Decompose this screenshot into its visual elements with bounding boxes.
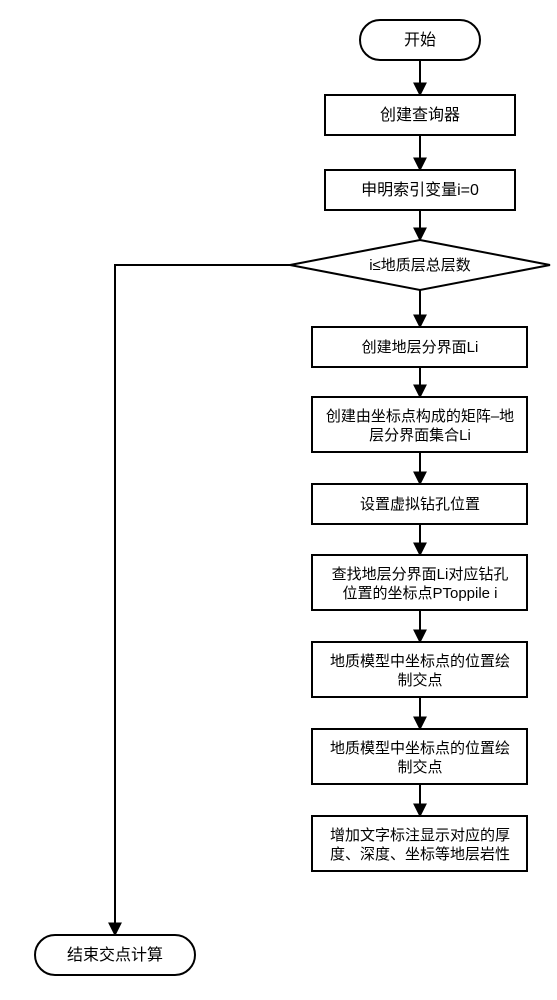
node-end: 结束交点计算 <box>35 935 195 975</box>
start-label: 开始 <box>404 31 436 49</box>
node-declare-i: 申明索引变量i=0 <box>325 170 515 210</box>
node-find-point: 查找地层分界面Li对应钻孔 位置的坐标点PToppile i <box>312 555 527 610</box>
draw2-label-2: 制交点 <box>397 758 442 776</box>
draw1-label-1: 地质模型中坐标点的位置绘 <box>330 653 510 670</box>
annotate-label-2: 度、深度、坐标等地层岩性 <box>330 845 510 863</box>
node-matrix: 创建由坐标点构成的矩阵–地 层分界面集合Li <box>312 397 527 452</box>
draw1-label-2: 制交点 <box>397 671 442 689</box>
annotate-label-1: 增加文字标注显示对应的厚 <box>330 826 510 844</box>
create-querier-label: 创建查询器 <box>380 106 460 124</box>
node-draw-2: 地质模型中坐标点的位置绘 制交点 <box>312 729 527 784</box>
edge-decision-end <box>115 265 290 935</box>
node-decision: i≤地质层总层数 <box>290 240 550 290</box>
create-li-label: 创建地层分界面Li <box>362 339 479 356</box>
declare-i-label: 申明索引变量i=0 <box>361 181 479 199</box>
node-draw-1: 地质模型中坐标点的位置绘 制交点 <box>312 642 527 697</box>
matrix-label-1: 创建由坐标点构成的矩阵–地 <box>326 408 514 425</box>
set-pos-label: 设置虚拟钻孔位置 <box>360 496 480 513</box>
find-point-label-2: 位置的坐标点PToppile i <box>342 585 497 602</box>
node-create-querier: 创建查询器 <box>325 95 515 135</box>
node-start: 开始 <box>360 20 480 60</box>
node-annotate: 增加文字标注显示对应的厚 度、深度、坐标等地层岩性 <box>312 816 527 871</box>
end-label: 结束交点计算 <box>67 945 163 964</box>
svg-text:创建地层分界面Li: 创建地层分界面Li <box>362 339 479 356</box>
node-create-li: 创建地层分界面Li <box>312 327 527 367</box>
flowchart-canvas: 开始 创建查询器 申明索引变量i=0 i≤地质层总层数 创建地层分界面Li 创建… <box>0 0 557 1000</box>
find-point-label-1: 查找地层分界面Li对应钻孔 <box>332 565 509 583</box>
matrix-label-2: 层分界面集合Li <box>369 427 471 444</box>
node-set-pos: 设置虚拟钻孔位置 <box>312 484 527 524</box>
decision-label: i≤地质层总层数 <box>369 257 471 274</box>
draw2-label-1: 地质模型中坐标点的位置绘 <box>330 740 510 757</box>
